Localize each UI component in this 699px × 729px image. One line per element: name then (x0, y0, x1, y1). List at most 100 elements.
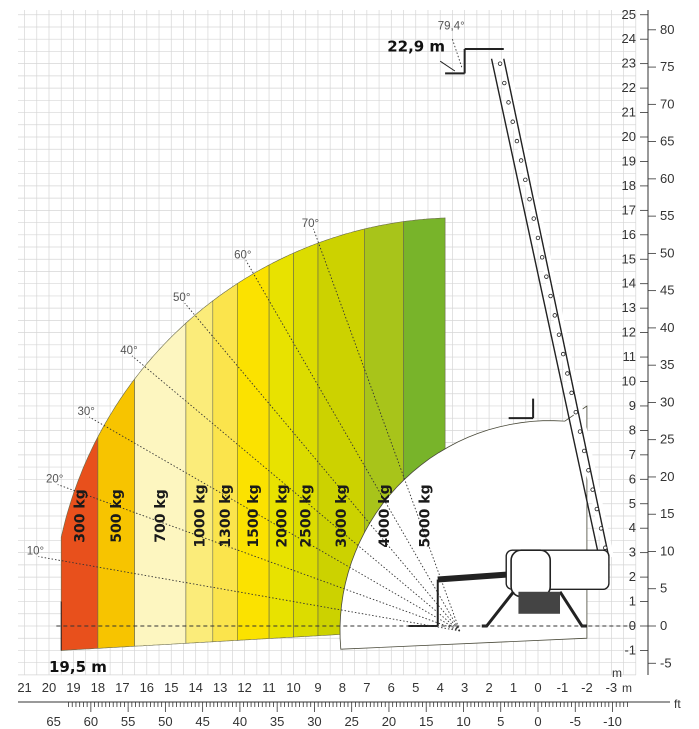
x-tick-m: 0 (534, 680, 541, 695)
x-tick-ft: 25 (344, 714, 358, 729)
x-tick-ft: 20 (382, 714, 396, 729)
y-tick-label-m: 24 (622, 31, 636, 46)
y-tick-label-ft: 80 (660, 22, 674, 37)
zone-label: 500 kg (109, 489, 125, 542)
y-tick-label-m: 2 (629, 569, 636, 584)
y-tick-label-m: 17 (622, 202, 636, 217)
boom-link (535, 235, 541, 241)
zone-label: 1000 kg (192, 484, 208, 547)
telehandler-icon (60, 39, 614, 651)
y-tick-label-ft: 10 (660, 543, 674, 558)
zone-1000kg (185, 300, 214, 644)
y-tick-label-ft: 45 (660, 283, 674, 298)
x-tick-ft: 5 (497, 714, 504, 729)
y-tick-label-m: 21 (622, 105, 636, 120)
boom-link (582, 448, 587, 454)
zone-label: 2500 kg (299, 484, 315, 547)
boom-link (552, 313, 557, 318)
boom-link (577, 429, 583, 434)
zone-2000kg (268, 252, 294, 639)
x-tick-ft: 30 (307, 714, 321, 729)
y-tick-label-m: 23 (622, 56, 636, 71)
y-tick-label-m: 12 (622, 325, 636, 340)
zone-1500kg (237, 264, 270, 641)
zone-label: 700 kg (153, 489, 169, 542)
x-tick-m: 16 (140, 680, 154, 695)
zone-label: 2000 kg (274, 484, 290, 547)
y-tick-label-m: 22 (622, 80, 636, 95)
x-tick-ft: 60 (84, 714, 98, 729)
x-tick-ft: 35 (270, 714, 284, 729)
boom-link (497, 61, 503, 66)
boom-link (502, 80, 507, 86)
x-tick-m: 15 (164, 680, 178, 695)
x-tick-m: 19 (66, 680, 80, 695)
x-tick-ft: 0 (534, 714, 541, 729)
x-tick-m: 17 (115, 680, 129, 695)
y-tick-label-m: 5 (629, 496, 636, 511)
y-tick-label-ft: 25 (660, 432, 674, 447)
boom-link (560, 351, 566, 357)
boom-link (594, 506, 600, 512)
x-tick-m: 1 (510, 680, 517, 695)
boom-link (544, 274, 549, 279)
max-height-leader (439, 60, 456, 72)
angle-label: 50° (173, 292, 190, 304)
y-tick-label-m: 19 (622, 153, 636, 168)
y-tick-label-m: -1 (624, 642, 636, 657)
x-tick-ft: -10 (603, 714, 622, 729)
y-tick-label-ft: 50 (660, 245, 674, 260)
x-tick-m: 3 (461, 680, 468, 695)
boom-edge (490, 58, 600, 558)
x-tick-m: 11 (262, 680, 276, 695)
axes: 21 20 19 18 17 16 15 14 13 12 11 10 9 8 7 6 5 4 3 2 1 0 -1 -2 -3… (17, 7, 674, 729)
x-tick-ft: 40 (233, 714, 247, 729)
y-tick-label-m: 7 (629, 447, 636, 462)
y-tick-label-m: 15 (622, 251, 636, 266)
x-tick-m: 13 (213, 680, 227, 695)
x-tick-m: 5 (412, 680, 419, 695)
boom-link (523, 177, 528, 183)
boom-link (573, 410, 578, 415)
angle-label: 40° (120, 345, 137, 357)
boom-link (556, 332, 562, 337)
y-tick-label-m: 13 (622, 300, 636, 315)
boom-link (514, 138, 520, 144)
boom-link (506, 100, 511, 105)
angle-label: 30° (78, 406, 95, 418)
y-tick-label-ft: 5 (660, 581, 667, 596)
boom-link (565, 371, 570, 376)
x-tick-m: -2 (581, 680, 593, 695)
y-tick-label-m: 10 (622, 374, 636, 389)
boom-link (548, 293, 553, 299)
y-tick-label-ft: 20 (660, 469, 674, 484)
max-outreach-label: 19,5 m (49, 658, 107, 676)
x-tick-ft: 55 (121, 714, 135, 729)
y-tick-label-m: 9 (629, 398, 636, 413)
cab (510, 549, 552, 598)
angle-label: 20° (46, 474, 63, 486)
x-tick-ft: 65 (46, 714, 60, 729)
x-tick-m: 21 (17, 680, 31, 695)
y-tick-label-ft: 35 (660, 357, 674, 372)
x-tick-ft: 10 (456, 714, 470, 729)
angle-line (312, 228, 461, 632)
y-tick-label-ft: -5 (660, 655, 672, 670)
boom-link (598, 526, 604, 531)
x-tick-ft: -5 (569, 714, 581, 729)
zone-label: 1300 kg (218, 484, 234, 547)
boom-link (518, 158, 524, 163)
boom-link (590, 487, 595, 492)
max-angle-line (451, 39, 463, 69)
boom-link (603, 545, 608, 550)
x-tick-ft: 50 (158, 714, 172, 729)
y-tick-label-ft: 55 (660, 208, 674, 223)
y-tick-label-m: 1 (629, 594, 636, 609)
y-tick-label-ft: 65 (660, 134, 674, 149)
boom-link (586, 468, 591, 473)
x-tick-m: 9 (314, 680, 321, 695)
angle-line (184, 302, 461, 632)
y-tick-label-m: 6 (629, 471, 636, 486)
x-tick-m: 2 (485, 680, 492, 695)
